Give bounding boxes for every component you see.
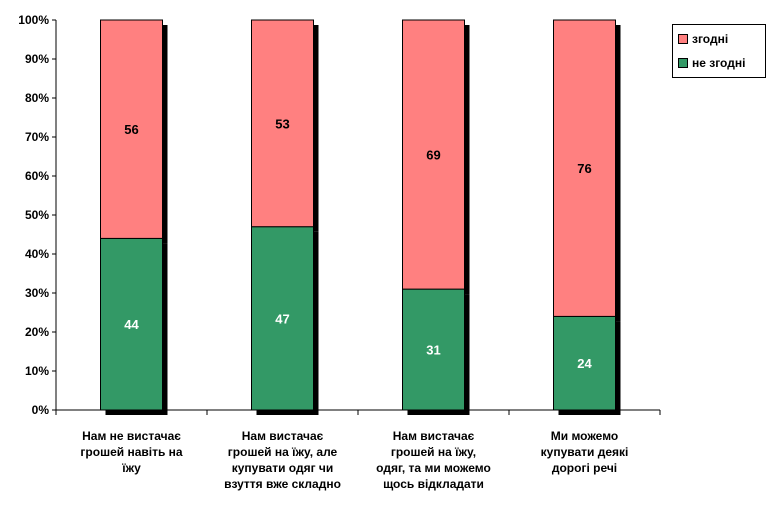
- legend-swatch-agree: [678, 34, 688, 44]
- bar-segment-disagree: [553, 315, 616, 411]
- category-label-line: Нам вистачає: [392, 429, 475, 443]
- data-label: 76: [577, 161, 591, 176]
- category-label: Нам вистачає грошей на їжу, одяг, та ми мо…: [359, 428, 509, 492]
- legend-label-agree: згодні: [692, 32, 729, 46]
- bar-segment-agree: [553, 19, 616, 317]
- bar-segment-agree: [251, 19, 314, 228]
- y-tick-label: 80%: [25, 91, 49, 105]
- data-label: 69: [426, 148, 440, 163]
- category-label-line: грошей на їжу, але: [227, 445, 338, 459]
- category-label: Ми можемо купувати деякі дорогі речі: [510, 428, 660, 476]
- y-tick-label: 10%: [25, 364, 49, 378]
- category-label-line: взуття вже складно: [224, 477, 341, 491]
- y-tick-label: 30%: [25, 286, 49, 300]
- y-tick-label: 70%: [25, 130, 49, 144]
- y-tick-label: 60%: [25, 169, 49, 183]
- data-label: 44: [124, 317, 139, 332]
- category-label: Нам вистачає грошей на їжу, але купувати о…: [208, 428, 358, 492]
- category-label-line: грошей на їжу,: [390, 445, 477, 459]
- category-label-line: Нам не вистачає: [82, 429, 181, 443]
- data-label: 31: [426, 343, 440, 358]
- legend-swatch-disagree: [678, 58, 688, 68]
- category-label-line: грошей навіть на: [80, 445, 183, 459]
- category-label-line: Нам вистачає: [241, 429, 324, 443]
- y-tick-label: 100%: [18, 13, 49, 27]
- y-tick-label: 90%: [25, 52, 49, 66]
- legend: згодні не згодні: [672, 24, 766, 78]
- legend-item-disagree: не згодні: [678, 51, 760, 75]
- category-label-line: щось відкладати: [383, 477, 484, 491]
- category-label: Нам не вистачає грошей навіть на їжу: [57, 428, 207, 476]
- bar-segment-disagree: [251, 226, 314, 411]
- legend-item-agree: згодні: [678, 27, 760, 51]
- category-label-line: одяг, та ми можемо: [376, 461, 491, 475]
- y-tick-label: 0%: [32, 403, 50, 417]
- category-label-line: дорогі речі: [551, 461, 618, 475]
- category-label-line: Ми можемо: [550, 429, 619, 443]
- bar-segment-disagree: [402, 288, 465, 411]
- bar-segment-agree: [100, 19, 163, 239]
- data-label: 53: [275, 116, 289, 131]
- data-label: 56: [124, 122, 138, 137]
- y-tick-label: 50%: [25, 208, 49, 222]
- category-label-line: їжу: [122, 461, 141, 475]
- data-label: 24: [577, 356, 592, 371]
- category-label-line: купувати одяг чи: [231, 461, 334, 475]
- bar-segment-disagree: [100, 237, 163, 411]
- category-label-line: купувати деякі: [540, 445, 629, 459]
- legend-label-disagree: не згодні: [692, 56, 746, 70]
- y-tick-label: 40%: [25, 247, 49, 261]
- data-label: 47: [275, 311, 289, 326]
- y-tick-label: 20%: [25, 325, 49, 339]
- bar-segment-agree: [402, 19, 465, 290]
